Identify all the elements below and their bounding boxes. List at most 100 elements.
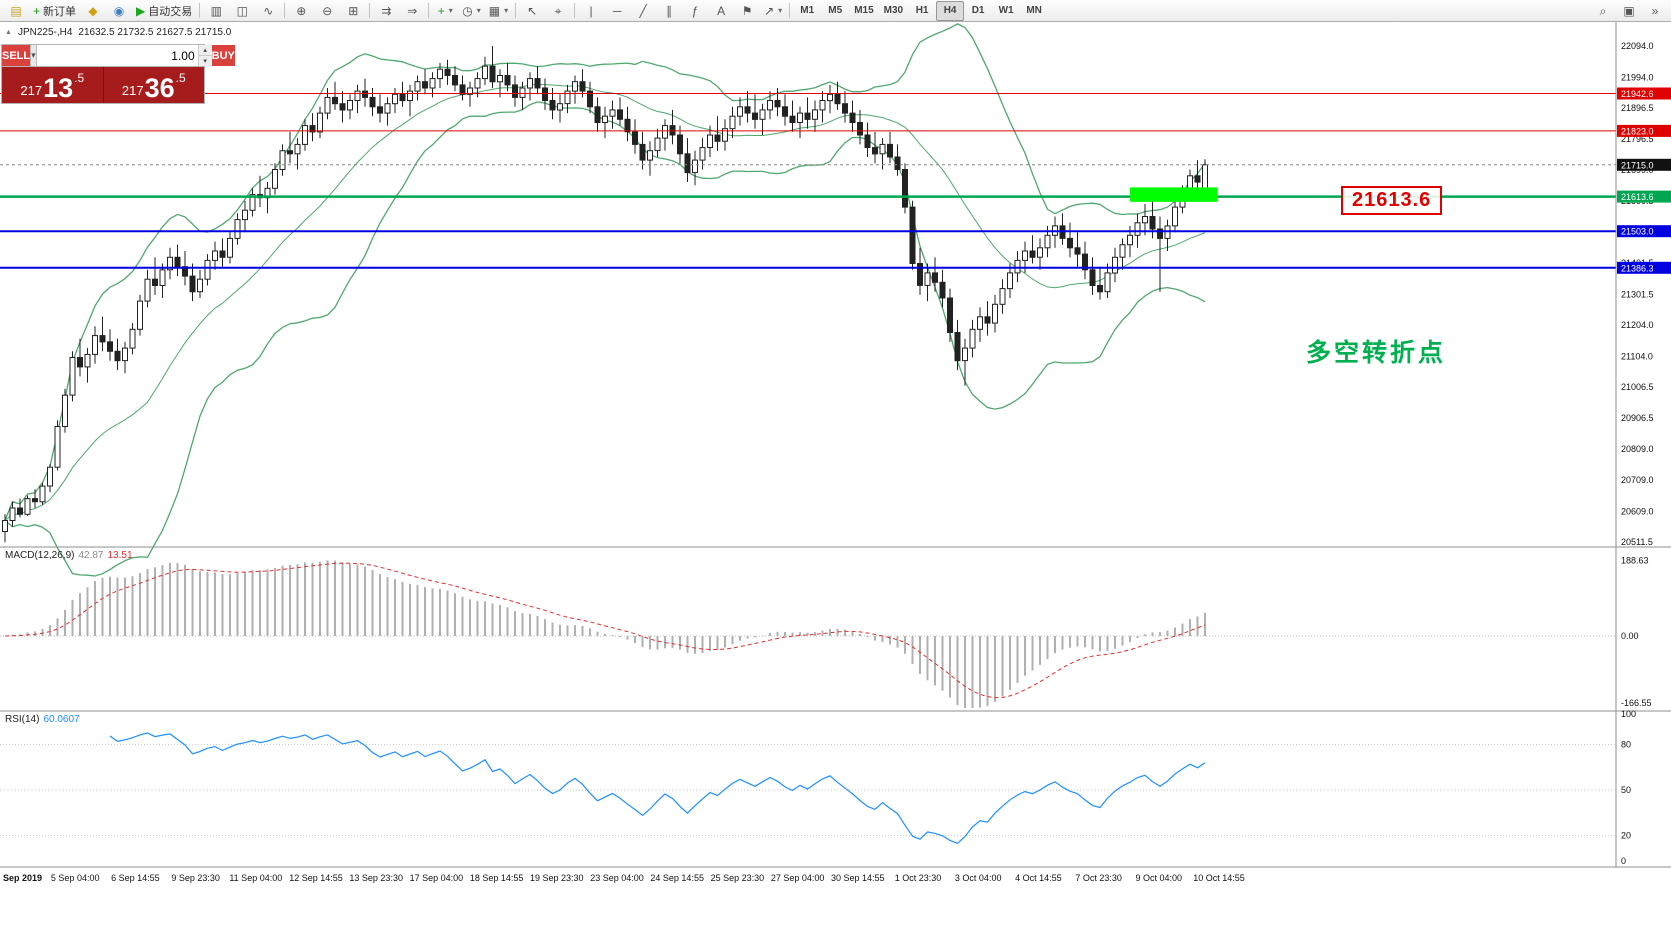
svg-text:80: 80 [1621, 739, 1631, 749]
trade-panel-price-row: 217 13.5 217 36.5 [2, 67, 204, 103]
rsi-name: RSI(14) [5, 714, 40, 725]
price-axis[interactable]: 22094.021994.021896.521796.521699.021599… [0, 22, 1671, 868]
buy-price[interactable]: 217 36.5 [103, 67, 204, 103]
svg-text:23 Sep 04:00: 23 Sep 04:00 [590, 873, 644, 883]
toolbar-separator [515, 3, 517, 18]
volume-input[interactable] [36, 45, 198, 66]
fibonacci-button[interactable]: ƒ [682, 1, 708, 21]
toolbar-separator [789, 3, 791, 18]
terminal-button[interactable]: ▤ [3, 1, 29, 21]
auto-scroll-icon: ⇉ [381, 3, 392, 18]
bar-chart-icon: ▥ [210, 3, 222, 18]
timeframe-mn-button[interactable]: MN [1026, 5, 1042, 16]
new-order-button[interactable]: + 新订单 [29, 1, 80, 21]
volume-down-button[interactable]: ▾ [198, 56, 212, 66]
horizontal-line-icon: ─ [612, 3, 622, 18]
line-chart-icon: ∿ [263, 3, 274, 18]
cursor-icon: ↖ [527, 3, 538, 18]
tile-windows-button[interactable]: ⊞ [340, 1, 366, 21]
label-button[interactable]: ⚑ [734, 1, 760, 21]
vertical-line-button[interactable]: | [578, 1, 604, 21]
timeframe-m15-button[interactable]: M15 [854, 5, 874, 16]
svg-text:13 Sep 23:30: 13 Sep 23:30 [349, 873, 403, 883]
sell-button[interactable]: SELL [2, 45, 31, 66]
sell-price[interactable]: 217 13.5 [2, 67, 104, 103]
new-window-button[interactable]: ▣ [1616, 1, 1642, 21]
order-type-dropdown[interactable]: ▾ [30, 45, 37, 66]
svg-text:12 Sep 14:55: 12 Sep 14:55 [289, 873, 343, 883]
tile-windows-icon: ⊞ [348, 3, 359, 18]
indicators-button[interactable]: + ▾ [432, 1, 458, 21]
indicator-plus-icon: + [437, 3, 445, 18]
timeframe-m1-button[interactable]: M1 [800, 5, 815, 16]
highlight-rectangle[interactable] [1130, 187, 1218, 202]
time-axis[interactable]: Sep 2019 5 Sep 04:00 6 Sep 14:55 9 Sep 23:3… [3, 873, 1245, 883]
svg-text:21104.0: 21104.0 [1621, 351, 1653, 361]
search-button[interactable]: ⌕ [1590, 1, 1616, 21]
cursor-button[interactable]: ↖ [519, 1, 545, 21]
toolbar-overflow-button[interactable]: » [1642, 1, 1668, 21]
timeframe-w1-button[interactable]: W1 [998, 5, 1014, 16]
price-level-annotation[interactable]: 21613.6 [1341, 186, 1443, 215]
price-tags: 21942.6 21823.0 21715.0 21613.6 21503.0 21386… [1617, 87, 1671, 274]
toolbar-separator [574, 3, 576, 18]
macd-name: MACD(12,26,9) [5, 550, 75, 561]
timeframe-m30-button[interactable]: M30 [883, 5, 904, 16]
candles[interactable] [2, 46, 1208, 543]
macd-window[interactable]: 188.63 0.00 -166.55 [0, 555, 1652, 708]
svg-text:1 Oct 23:30: 1 Oct 23:30 [895, 873, 942, 883]
turning-point-annotation[interactable]: 多空转折点 [1306, 339, 1447, 367]
timeframe-d1-button[interactable]: D1 [971, 5, 985, 16]
line-chart-button[interactable]: ∿ [255, 1, 281, 21]
svg-text:21994.0: 21994.0 [1621, 72, 1654, 82]
svg-text:24 Sep 14:55: 24 Sep 14:55 [650, 873, 704, 883]
periods-button[interactable]: ◷ ▾ [458, 1, 485, 21]
svg-text:25 Sep 23:30: 25 Sep 23:30 [711, 873, 765, 883]
autotrading-button[interactable]: ▶ 自动交易 [132, 1, 196, 21]
svg-text:50: 50 [1621, 785, 1631, 795]
chart-shift-button[interactable]: ⇒ [399, 1, 425, 21]
toolbar-separator [199, 3, 201, 18]
svg-text:-166.55: -166.55 [1621, 698, 1652, 708]
svg-text:21503.0: 21503.0 [1621, 227, 1654, 237]
buy-button[interactable]: BUY [211, 45, 235, 66]
autotrading-button-label: 自动交易 [148, 5, 193, 18]
channel-button[interactable]: ∥ [656, 1, 682, 21]
svg-text:6 Sep 14:55: 6 Sep 14:55 [111, 873, 160, 883]
trendline-button[interactable]: ╱ [630, 1, 656, 21]
auto-scroll-button[interactable]: ⇉ [373, 1, 399, 21]
zoom-out-button[interactable]: ⊖ [314, 1, 340, 21]
volume-up-button[interactable]: ▴ [198, 45, 212, 56]
community-button[interactable]: ◉ [106, 1, 132, 21]
svg-text:20906.5: 20906.5 [1621, 413, 1654, 423]
layered-windows-icon: ▤ [10, 3, 22, 18]
svg-text:20709.0: 20709.0 [1621, 475, 1654, 485]
zoom-out-icon: ⊖ [322, 3, 333, 18]
play-icon: ▶ [136, 3, 146, 18]
chevron-down-icon: ▾ [504, 6, 509, 15]
svg-text:0.00: 0.00 [1621, 631, 1639, 641]
rsi-window[interactable]: 100 80 50 20 0 [0, 709, 1636, 866]
metaeditor-button[interactable]: ◆ [80, 1, 106, 21]
window-icon: ▣ [1623, 3, 1635, 18]
chevron-down-icon: ▾ [778, 6, 783, 15]
flag-icon: ⚑ [741, 3, 753, 18]
arrows-button[interactable]: ↗ ▾ [760, 1, 786, 21]
toolbar-separator [369, 3, 371, 18]
bar-chart-button[interactable]: ▥ [203, 1, 229, 21]
crosshair-button[interactable]: ⌖ [545, 1, 571, 21]
svg-text:21301.5: 21301.5 [1621, 289, 1654, 299]
new-order-button-label: 新订单 [43, 5, 77, 18]
chevron-right-icon: » [1651, 3, 1659, 18]
trade-panel-top-row: SELL ▾ ▴ ▾ BUY [2, 45, 235, 67]
timeframe-h4-button[interactable]: H4 [936, 0, 965, 21]
zoom-in-button[interactable]: ⊕ [288, 1, 314, 21]
text-button[interactable]: A [708, 1, 734, 21]
candlestick-chart-button[interactable]: ◫ [229, 1, 255, 21]
timeframe-h1-button[interactable]: H1 [915, 5, 929, 16]
horizontal-line-button[interactable]: ─ [604, 1, 630, 21]
timeframe-m5-button[interactable]: M5 [828, 5, 843, 16]
one-click-toggle-icon[interactable]: ▲ [5, 29, 12, 36]
templates-button[interactable]: ▦ ▾ [485, 1, 512, 21]
